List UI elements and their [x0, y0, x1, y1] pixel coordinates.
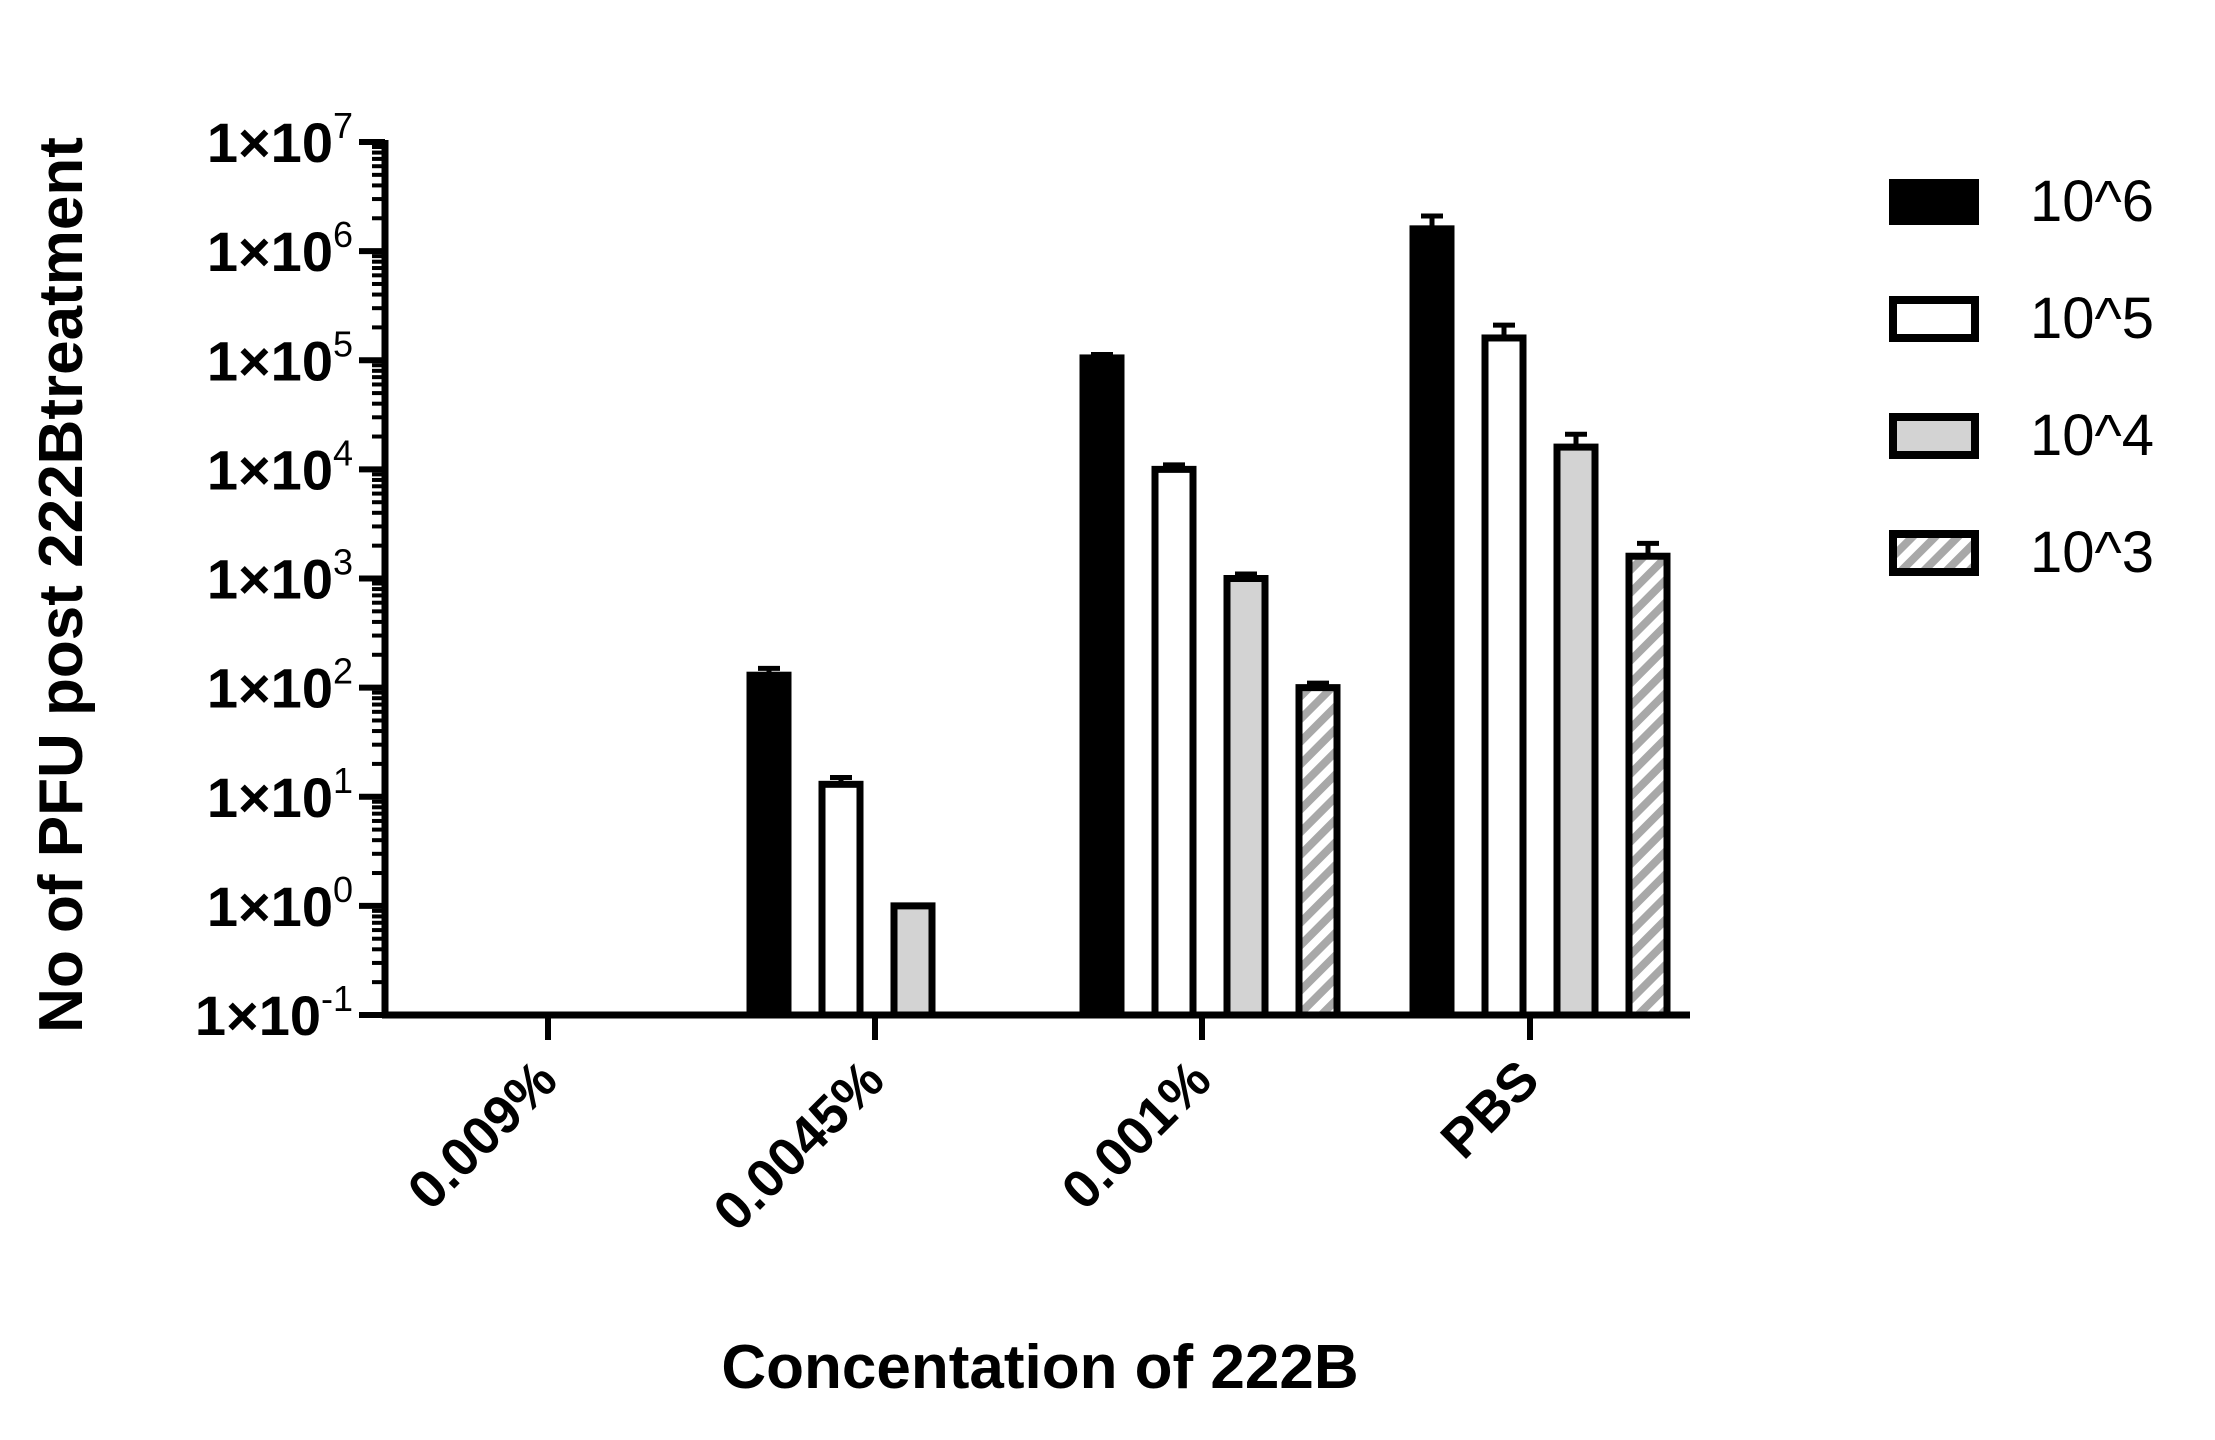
legend-label: 10^4 [2030, 403, 2154, 468]
bar [746, 671, 792, 1019]
legend-label: 10^5 [2030, 286, 2154, 351]
legend-label: 10^3 [2030, 520, 2154, 585]
y-tick-label: 1×103 [207, 542, 353, 611]
y-tick-label: 1×106 [207, 214, 353, 283]
x-tick-label: 0.001% [1051, 1049, 1223, 1221]
x-tick-label: PBS [1430, 1049, 1551, 1170]
bar [1481, 334, 1527, 1019]
x-axis-title: Concentation of 222B [721, 1333, 1358, 1402]
bar [890, 902, 936, 1019]
bar [1223, 575, 1269, 1019]
bar [1079, 354, 1125, 1019]
bar [1553, 443, 1599, 1019]
bar [1151, 465, 1197, 1019]
legend-label: 10^6 [2030, 169, 2154, 234]
y-tick-label: 1×107 [207, 105, 353, 174]
y-axis-title: No of PFU post 222Btreatment [27, 137, 96, 1033]
bar [818, 780, 864, 1019]
plot-area: 1×10-1 1×100 1×101 1×102 1×103 1×104 1×105 1×10… [195, 105, 1690, 1242]
x-tick-label: 0.009% [397, 1049, 569, 1221]
y-tick-label: 1×10-1 [195, 978, 353, 1047]
legend-swatch [1889, 179, 1979, 225]
x-tick-label: 0.0045% [702, 1049, 895, 1242]
bar [1625, 552, 1671, 1019]
y-tick-label: 1×101 [207, 760, 353, 829]
legend-swatch [1889, 413, 1979, 459]
legend-swatch [1889, 296, 1979, 342]
bar [1295, 684, 1341, 1019]
legend-swatch [1889, 530, 1979, 576]
y-tick-label: 1×102 [207, 651, 353, 720]
y-tick-label: 1×100 [207, 869, 353, 938]
y-tick-label: 1×104 [207, 432, 353, 501]
y-tick-label: 1×105 [207, 323, 353, 392]
bar [1409, 225, 1455, 1019]
legend: 10^6 10^5 10^4 10^3 [1889, 169, 2154, 585]
